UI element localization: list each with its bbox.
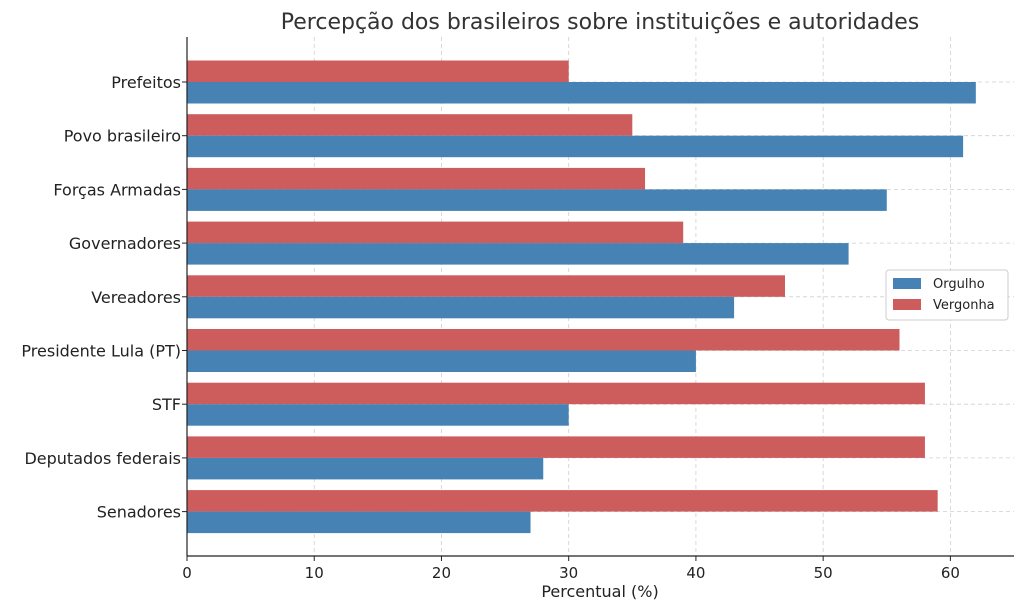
x-tick-label: 20 (432, 564, 451, 582)
bar-orgulho-governadores (187, 243, 849, 265)
bar-orgulho-presidente-lula-pt (187, 350, 696, 372)
category-labels: Prefeitos Povo brasileiro Forças Armadas Go… (21, 73, 187, 522)
category-label-presidente-lula-pt: Presidente Lula (PT) (21, 342, 181, 361)
bar-vergonha-prefeitos (187, 60, 569, 82)
x-tick-label: 0 (182, 564, 192, 582)
bar-orgulho-senadores (187, 511, 531, 534)
bar-orgulho-povo-brasileiro (187, 135, 964, 158)
bar-orgulho-forcas-armadas (187, 189, 887, 211)
x-tick-label: 60 (941, 564, 960, 582)
bar-vergonha-stf (187, 382, 925, 405)
category-label-deputados-federais: Deputados federais (24, 449, 181, 468)
bar-vergonha-governadores (187, 221, 684, 244)
x-tick-label: 30 (559, 564, 578, 582)
bar-orgulho-prefeitos (187, 82, 976, 104)
bar-orgulho-deputados-federais (187, 457, 544, 480)
category-label-governadores: Governadores (69, 234, 181, 253)
legend-label-vergonha: Vergonha (933, 298, 995, 313)
category-label-povo-brasileiro: Povo brasileiro (64, 127, 181, 146)
bars-group (187, 60, 976, 534)
x-tick-label: 10 (305, 564, 324, 582)
category-label-forcas-armadas: Forças Armadas (53, 180, 181, 199)
bar-orgulho-vereadores (187, 296, 735, 319)
category-label-stf: STF (152, 395, 181, 414)
bar-vergonha-senadores (187, 490, 938, 512)
bar-vergonha-presidente-lula-pt (187, 329, 900, 351)
chart-title: Percepção dos brasileiros sobre institui… (281, 10, 919, 35)
bar-vergonha-vereadores (187, 275, 785, 297)
bar-vergonha-forcas-armadas (187, 167, 646, 190)
legend: Orgulho Vergonha (885, 269, 1009, 321)
bar-vergonha-deputados-federais (187, 436, 925, 458)
x-tick-label: 50 (814, 564, 833, 582)
category-label-prefeitos: Prefeitos (111, 73, 181, 92)
bar-vergonha-povo-brasileiro (187, 114, 633, 136)
category-label-vereadores: Vereadores (91, 288, 181, 307)
legend-swatch-vergonha (893, 299, 921, 310)
bar-orgulho-stf (187, 404, 569, 426)
x-axis-label: Percentual (%) (541, 582, 658, 601)
category-label-senadores: Senadores (97, 503, 181, 522)
legend-label-orgulho: Orgulho (933, 277, 985, 292)
x-tick-label: 40 (686, 564, 705, 582)
x-axis-ticks: 0 10 20 30 40 50 60 (182, 556, 960, 582)
legend-swatch-orgulho (893, 278, 921, 289)
